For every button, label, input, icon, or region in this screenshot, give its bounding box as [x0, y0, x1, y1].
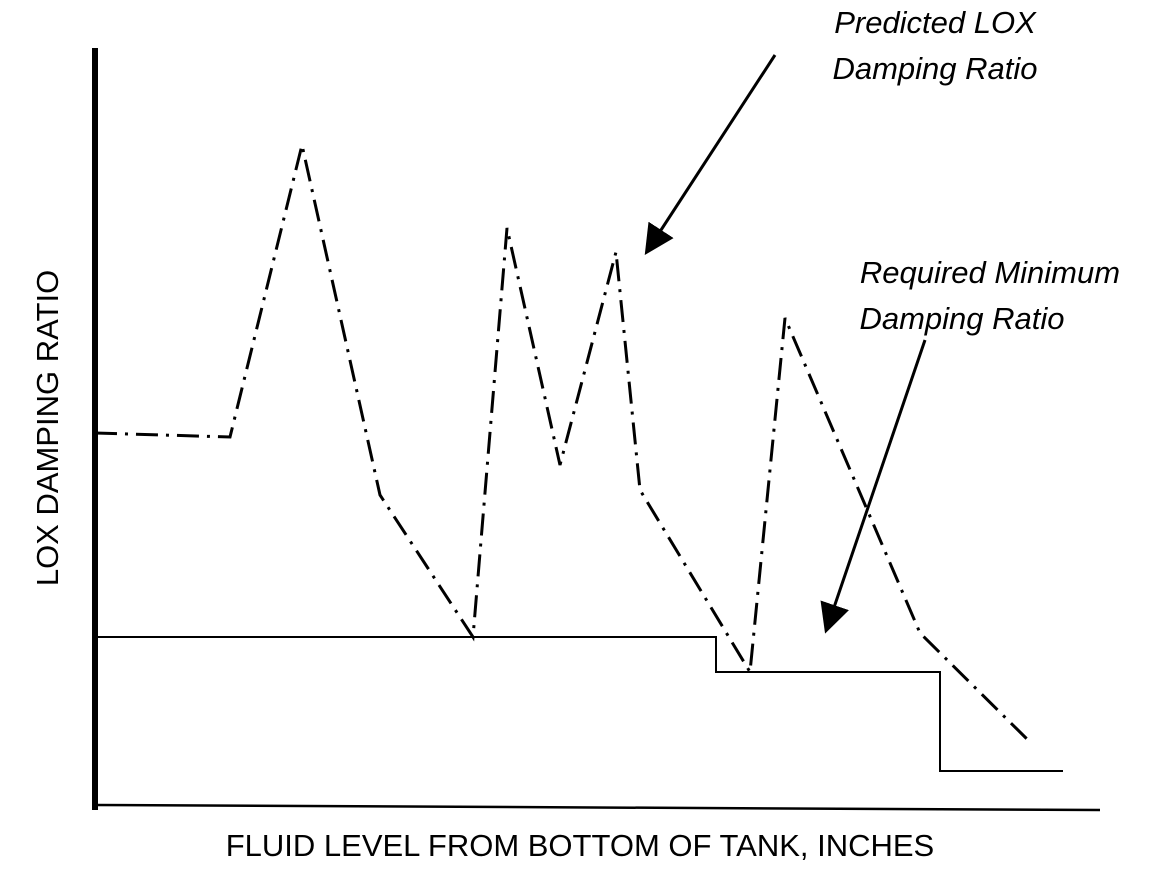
predicted-line: [94, 144, 1032, 744]
annotation: Predicted LOX: [834, 5, 1037, 40]
y-axis-label: LOX DAMPING RATIO: [30, 270, 65, 586]
annotation: Required Minimum: [860, 255, 1120, 290]
arrow: [644, 54, 777, 256]
arrow: [820, 339, 927, 634]
annotation: Damping Ratio: [859, 301, 1064, 336]
required-minimum-line: [95, 636, 1063, 772]
x-axis: [94, 803, 1101, 812]
x-axis-label: FLUID LEVEL FROM BOTTOM OF TANK, INCHES: [226, 828, 935, 863]
annotation: Damping Ratio: [832, 51, 1037, 86]
